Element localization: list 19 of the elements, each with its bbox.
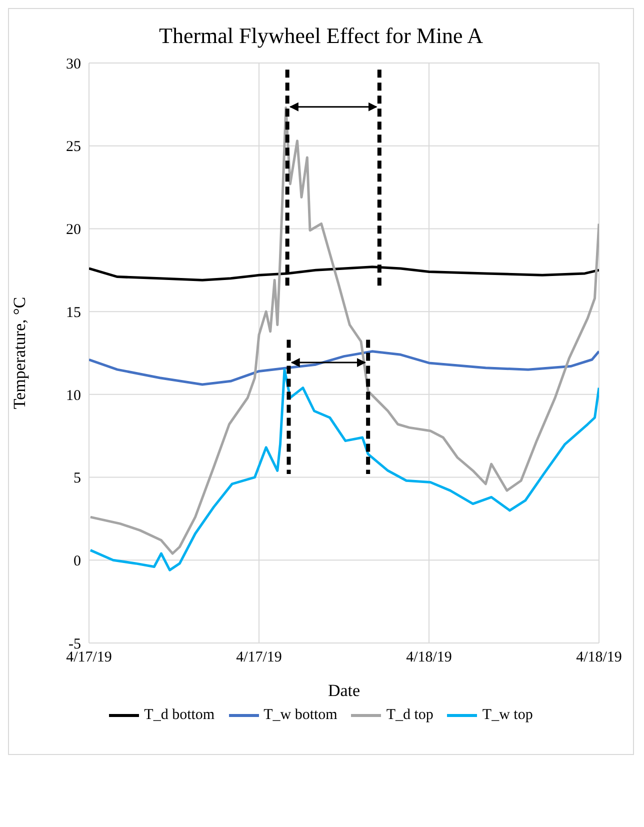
x-tick-label: 4/18/19 <box>576 650 622 666</box>
y-tick-label: 10 <box>66 388 81 404</box>
legend-label: T_d top <box>386 707 434 724</box>
legend-label: T_d bottom <box>144 707 215 724</box>
y-tick-label: 5 <box>74 470 81 487</box>
y-tick-label: 25 <box>66 139 81 156</box>
y-tick-label: 15 <box>66 304 81 321</box>
y-tick-label: 20 <box>66 222 81 238</box>
x-tick-label: 4/17/19 <box>236 650 282 666</box>
y-tick-label: 30 <box>66 56 81 72</box>
y-tick-label: 0 <box>74 553 81 570</box>
x-axis-title: Date <box>328 681 360 700</box>
y-tick-label: -5 <box>68 636 81 652</box>
legend-label: T_w top <box>482 707 533 724</box>
legend-label: T_w bottom <box>264 707 338 724</box>
x-tick-label: 4/18/19 <box>406 650 452 666</box>
y-axis-title: Temperature, °C <box>10 296 30 410</box>
chart-title: Thermal Flywheel Effect for Mine A <box>158 23 484 49</box>
x-tick-label: 4/17/19 <box>66 650 112 666</box>
